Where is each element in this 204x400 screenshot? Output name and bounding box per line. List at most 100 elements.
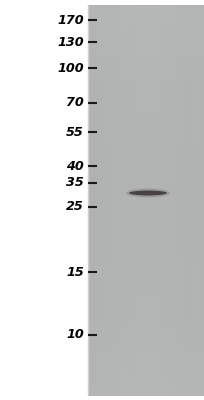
Bar: [88, 352, 204, 356]
Bar: [88, 192, 204, 196]
Bar: [88, 290, 204, 294]
Bar: [88, 302, 204, 306]
Bar: [89, 5, 91, 395]
Bar: [88, 5, 204, 9]
Bar: [88, 95, 204, 99]
Bar: [175, 5, 177, 395]
Bar: [115, 5, 118, 395]
Bar: [105, 5, 107, 395]
Bar: [88, 325, 204, 329]
Bar: [146, 5, 148, 395]
Bar: [153, 5, 155, 395]
Bar: [140, 5, 142, 395]
Bar: [88, 60, 204, 64]
Bar: [190, 5, 191, 395]
Bar: [88, 5, 90, 395]
Bar: [88, 239, 204, 243]
Bar: [110, 5, 112, 395]
Bar: [88, 64, 204, 68]
Bar: [88, 266, 204, 271]
Bar: [139, 5, 141, 395]
Bar: [185, 5, 187, 395]
Bar: [203, 5, 204, 395]
Bar: [88, 9, 204, 13]
Bar: [166, 5, 168, 395]
Bar: [91, 5, 93, 395]
Bar: [145, 5, 146, 395]
Bar: [124, 5, 126, 395]
Bar: [127, 5, 129, 395]
Bar: [174, 5, 175, 395]
Bar: [94, 5, 96, 395]
Bar: [88, 110, 204, 115]
Bar: [88, 372, 204, 376]
Text: 10: 10: [66, 328, 84, 342]
Bar: [88, 149, 204, 154]
Bar: [88, 52, 204, 56]
Bar: [88, 24, 204, 29]
Bar: [181, 5, 183, 395]
Bar: [88, 99, 204, 103]
Bar: [129, 5, 131, 395]
Bar: [100, 5, 102, 395]
Bar: [88, 220, 204, 224]
Bar: [88, 126, 204, 130]
Bar: [123, 5, 125, 395]
Bar: [88, 294, 204, 298]
Bar: [88, 138, 204, 142]
Bar: [88, 17, 204, 21]
Bar: [88, 48, 204, 52]
Bar: [88, 286, 204, 290]
Ellipse shape: [126, 188, 170, 198]
Bar: [88, 173, 204, 177]
Bar: [88, 340, 204, 345]
Bar: [88, 165, 204, 169]
Bar: [88, 91, 204, 95]
Bar: [159, 5, 161, 395]
Bar: [88, 188, 204, 193]
Bar: [88, 216, 204, 220]
Bar: [101, 5, 103, 395]
Bar: [88, 317, 204, 321]
Bar: [88, 75, 204, 80]
Bar: [187, 5, 188, 395]
Bar: [88, 235, 204, 240]
Bar: [88, 28, 204, 33]
Bar: [114, 5, 116, 395]
Bar: [88, 196, 204, 200]
Bar: [88, 278, 204, 282]
Text: 40: 40: [66, 160, 84, 172]
Bar: [150, 5, 152, 395]
Bar: [88, 153, 204, 158]
Bar: [120, 5, 122, 395]
Bar: [136, 5, 138, 395]
Bar: [147, 5, 149, 395]
Bar: [88, 258, 204, 263]
Bar: [156, 5, 158, 395]
Bar: [132, 5, 133, 395]
Bar: [197, 5, 199, 395]
Bar: [88, 106, 204, 111]
Bar: [97, 5, 99, 395]
Bar: [88, 36, 204, 40]
Bar: [88, 13, 204, 17]
Bar: [88, 298, 204, 302]
Bar: [88, 5, 204, 395]
Bar: [88, 180, 204, 185]
Bar: [88, 254, 204, 259]
Bar: [88, 56, 204, 60]
Bar: [179, 5, 181, 395]
Bar: [88, 20, 204, 25]
Bar: [176, 5, 178, 395]
Bar: [142, 5, 144, 395]
Bar: [192, 5, 194, 395]
Bar: [182, 5, 184, 395]
Bar: [102, 5, 104, 395]
Bar: [88, 134, 204, 138]
Bar: [88, 368, 204, 372]
Bar: [88, 208, 204, 212]
Bar: [194, 5, 196, 395]
Bar: [130, 5, 132, 395]
Bar: [88, 360, 204, 364]
Bar: [88, 184, 204, 189]
